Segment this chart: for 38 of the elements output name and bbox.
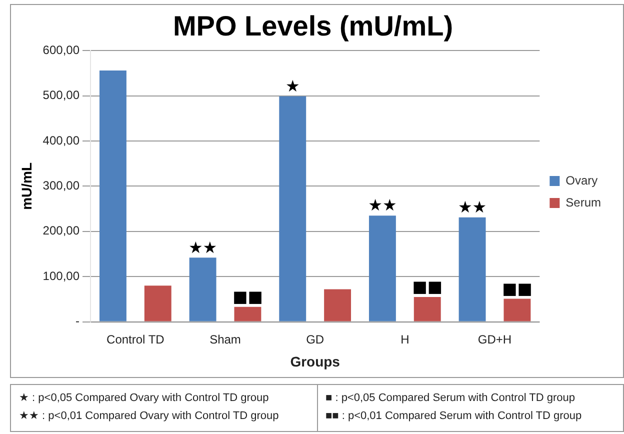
x-tick-label: H <box>400 332 410 346</box>
bar <box>458 217 486 322</box>
bar <box>144 286 172 322</box>
bar <box>234 306 262 322</box>
bar <box>504 298 531 322</box>
y-axis-title: mU/mL <box>18 162 34 210</box>
y-tick-label: 600,00 <box>42 42 80 57</box>
data-label: ★★ <box>188 238 218 257</box>
data-label: ★★ <box>368 196 397 215</box>
y-tick-label: 500,00 <box>42 88 80 102</box>
data-label: ★★ <box>458 198 487 217</box>
y-tick-label: 100,00 <box>42 268 80 283</box>
data-label: ■■ <box>232 287 263 306</box>
bar <box>368 216 396 322</box>
data-label: ★ <box>285 76 300 96</box>
x-tick-label: Control TD <box>106 332 165 346</box>
bar <box>99 70 126 322</box>
text: ★ : p<0,05 Compared Ovary with Control TD group <box>19 391 270 406</box>
text: ■■ : p<0,01 Compared Serum with Control TD group <box>326 409 583 424</box>
y-tick-label: 400,00 <box>42 133 80 148</box>
x-tick-label: GD+H <box>478 332 512 346</box>
y-tick-label: - <box>76 314 80 328</box>
bar <box>279 96 306 322</box>
text: ■ : p<0,05 Compared Serum with Control TD group <box>326 391 576 406</box>
text: ★★ : p<0,01 Compared Ovary with Control TD group <box>19 409 280 424</box>
bar <box>189 258 216 322</box>
legend-label: Serum <box>566 195 602 210</box>
bar <box>324 289 352 322</box>
x-tick-label: GD <box>306 332 324 346</box>
y-tick-label: 300,00 <box>42 178 80 193</box>
x-axis-title: Groups <box>290 353 340 370</box>
data-label: ■■ <box>502 278 532 298</box>
data-label: ■■ <box>412 277 442 296</box>
legend-label: Ovary <box>566 173 598 188</box>
y-tick-label: 200,00 <box>42 224 80 238</box>
x-tick-label: Sham <box>210 332 241 346</box>
bar <box>414 296 441 322</box>
chart-title: MPO Levels (mU/mL) <box>172 10 454 42</box>
